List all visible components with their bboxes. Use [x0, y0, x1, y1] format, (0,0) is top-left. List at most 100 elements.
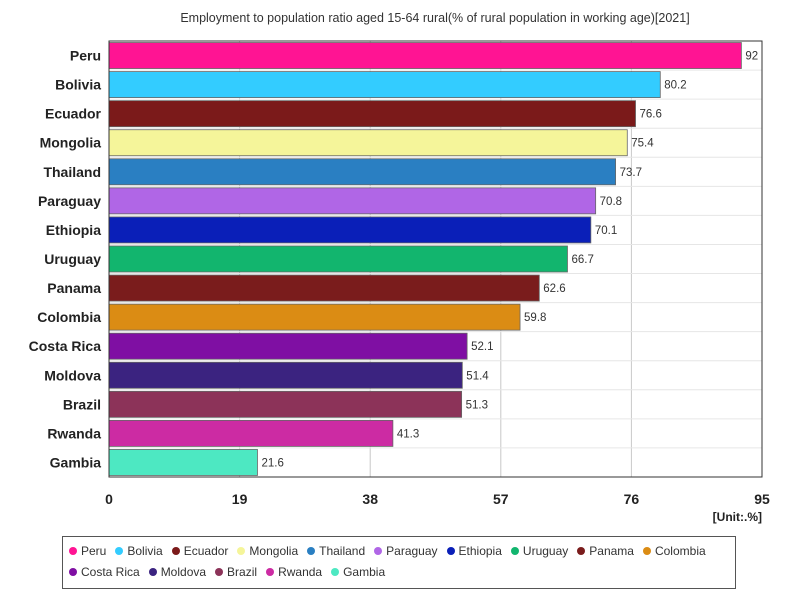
- value-label: 21.6: [261, 457, 283, 469]
- value-label: 59.8: [524, 312, 546, 324]
- value-label: 51.3: [466, 399, 488, 411]
- legend-item: Panama: [577, 543, 634, 559]
- legend-label: Panama: [589, 544, 634, 558]
- legend-swatch: [331, 568, 340, 576]
- value-label: 75.4: [631, 138, 654, 150]
- legend-label: Costa Rica: [81, 565, 140, 579]
- legend-swatch: [115, 547, 124, 555]
- bar: [108, 42, 742, 69]
- bar: [108, 187, 597, 215]
- category-label: Ecuador: [45, 106, 102, 122]
- x-tick-label: 57: [493, 491, 509, 507]
- category-label: Moldova: [44, 367, 101, 383]
- legend-label: Rwanda: [278, 565, 323, 579]
- x-tick-label: 38: [362, 491, 378, 507]
- unit-label: [Unit:.%]: [713, 510, 762, 524]
- bar: [108, 332, 468, 360]
- legend-swatch: [374, 547, 383, 555]
- legend-label: Ecuador: [183, 544, 229, 558]
- category-label: Costa Rica: [29, 338, 102, 354]
- bar: [108, 303, 521, 331]
- legend-item: Mongolia: [237, 543, 298, 559]
- category-label: Rwanda: [47, 425, 101, 441]
- x-tick-label: 76: [624, 491, 640, 507]
- category-label: Peru: [70, 48, 101, 64]
- gridlines: [109, 41, 762, 477]
- legend-swatch: [69, 547, 77, 555]
- legend-label: Bolivia: [127, 544, 163, 558]
- legend-swatch: [577, 547, 586, 555]
- legend-swatch: [148, 568, 157, 576]
- x-tick-label: 0: [105, 491, 113, 507]
- legend-swatch: [266, 568, 275, 576]
- value-label: 92: [745, 51, 758, 63]
- legend-label: Colombia: [654, 544, 706, 558]
- legend-item: Peru: [69, 543, 106, 559]
- bar: [108, 216, 592, 244]
- legend-swatch: [171, 547, 180, 555]
- legend-items: Peru Bolivia Ecuador Mongolia Thailand Paragu…: [69, 543, 729, 580]
- bar: [108, 129, 628, 157]
- bar: [108, 100, 636, 128]
- category-label: Bolivia: [55, 77, 101, 93]
- legend-label: Uruguay: [522, 544, 569, 558]
- bar: [108, 449, 258, 476]
- x-tick-label: 95: [754, 491, 770, 507]
- bar: [108, 390, 463, 418]
- category-label: Panama: [47, 280, 101, 296]
- x-axis-ticks: 0 19 38 57 76 95: [105, 491, 770, 507]
- bars: [108, 42, 742, 476]
- legend: Peru Bolivia Ecuador Mongolia Thailand Paragu…: [62, 536, 736, 589]
- bar: [108, 158, 616, 186]
- legend-label: Mongolia: [249, 544, 299, 558]
- legend-item: Rwanda: [266, 564, 322, 580]
- chart-title: Employment to population ratio aged 15-6…: [180, 11, 689, 25]
- value-label: 51.4: [466, 370, 489, 382]
- legend-item: Gambia: [331, 564, 385, 580]
- legend-item: Paraguay: [374, 543, 438, 559]
- bar: [108, 274, 540, 302]
- category-label: Gambia: [50, 454, 102, 470]
- value-label: 41.3: [397, 428, 419, 440]
- value-label: 76.6: [640, 109, 662, 121]
- legend-item: Costa Rica: [69, 564, 140, 580]
- legend-swatch: [446, 547, 455, 555]
- labels: Peru 92 Bolivia 80.2 Ecuador 76.6 Mongolia 75.4…: [29, 48, 759, 471]
- legend-label: Paraguay: [386, 544, 438, 558]
- legend-label: Brazil: [227, 565, 258, 579]
- value-label: 62.6: [543, 283, 565, 295]
- bar: [108, 361, 463, 389]
- value-label: 73.7: [620, 167, 642, 179]
- value-label: 52.1: [471, 341, 493, 353]
- bar: [108, 71, 661, 98]
- legend-item: Ecuador: [171, 543, 229, 559]
- legend-label: Moldova: [160, 565, 207, 579]
- category-label: Mongolia: [40, 135, 102, 151]
- bar: [108, 419, 394, 447]
- category-label: Brazil: [63, 396, 101, 412]
- legend-swatch: [510, 547, 519, 555]
- value-label: 66.7: [571, 254, 593, 266]
- legend-item: Bolivia: [115, 543, 163, 559]
- legend-swatch: [215, 568, 224, 576]
- legend-item: Moldova: [148, 564, 207, 580]
- x-tick-label: 19: [232, 491, 248, 507]
- category-label: Uruguay: [44, 251, 101, 267]
- bar: [108, 245, 568, 273]
- legend-label: Peru: [81, 544, 107, 558]
- value-label: 80.2: [664, 80, 686, 92]
- legend-swatch: [642, 547, 651, 555]
- value-label: 70.8: [600, 196, 622, 208]
- legend-swatch: [69, 568, 77, 576]
- category-label: Paraguay: [38, 193, 101, 209]
- category-label: Colombia: [37, 309, 101, 325]
- legend-item: Ethiopia: [446, 543, 502, 559]
- legend-swatch: [307, 547, 316, 555]
- plot-area-frame: [108, 40, 763, 478]
- legend-label: Thailand: [319, 544, 366, 558]
- legend-item: Thailand: [307, 543, 365, 559]
- legend-item: Colombia: [642, 543, 706, 559]
- category-label: Thailand: [43, 164, 101, 180]
- legend-label: Gambia: [343, 565, 386, 579]
